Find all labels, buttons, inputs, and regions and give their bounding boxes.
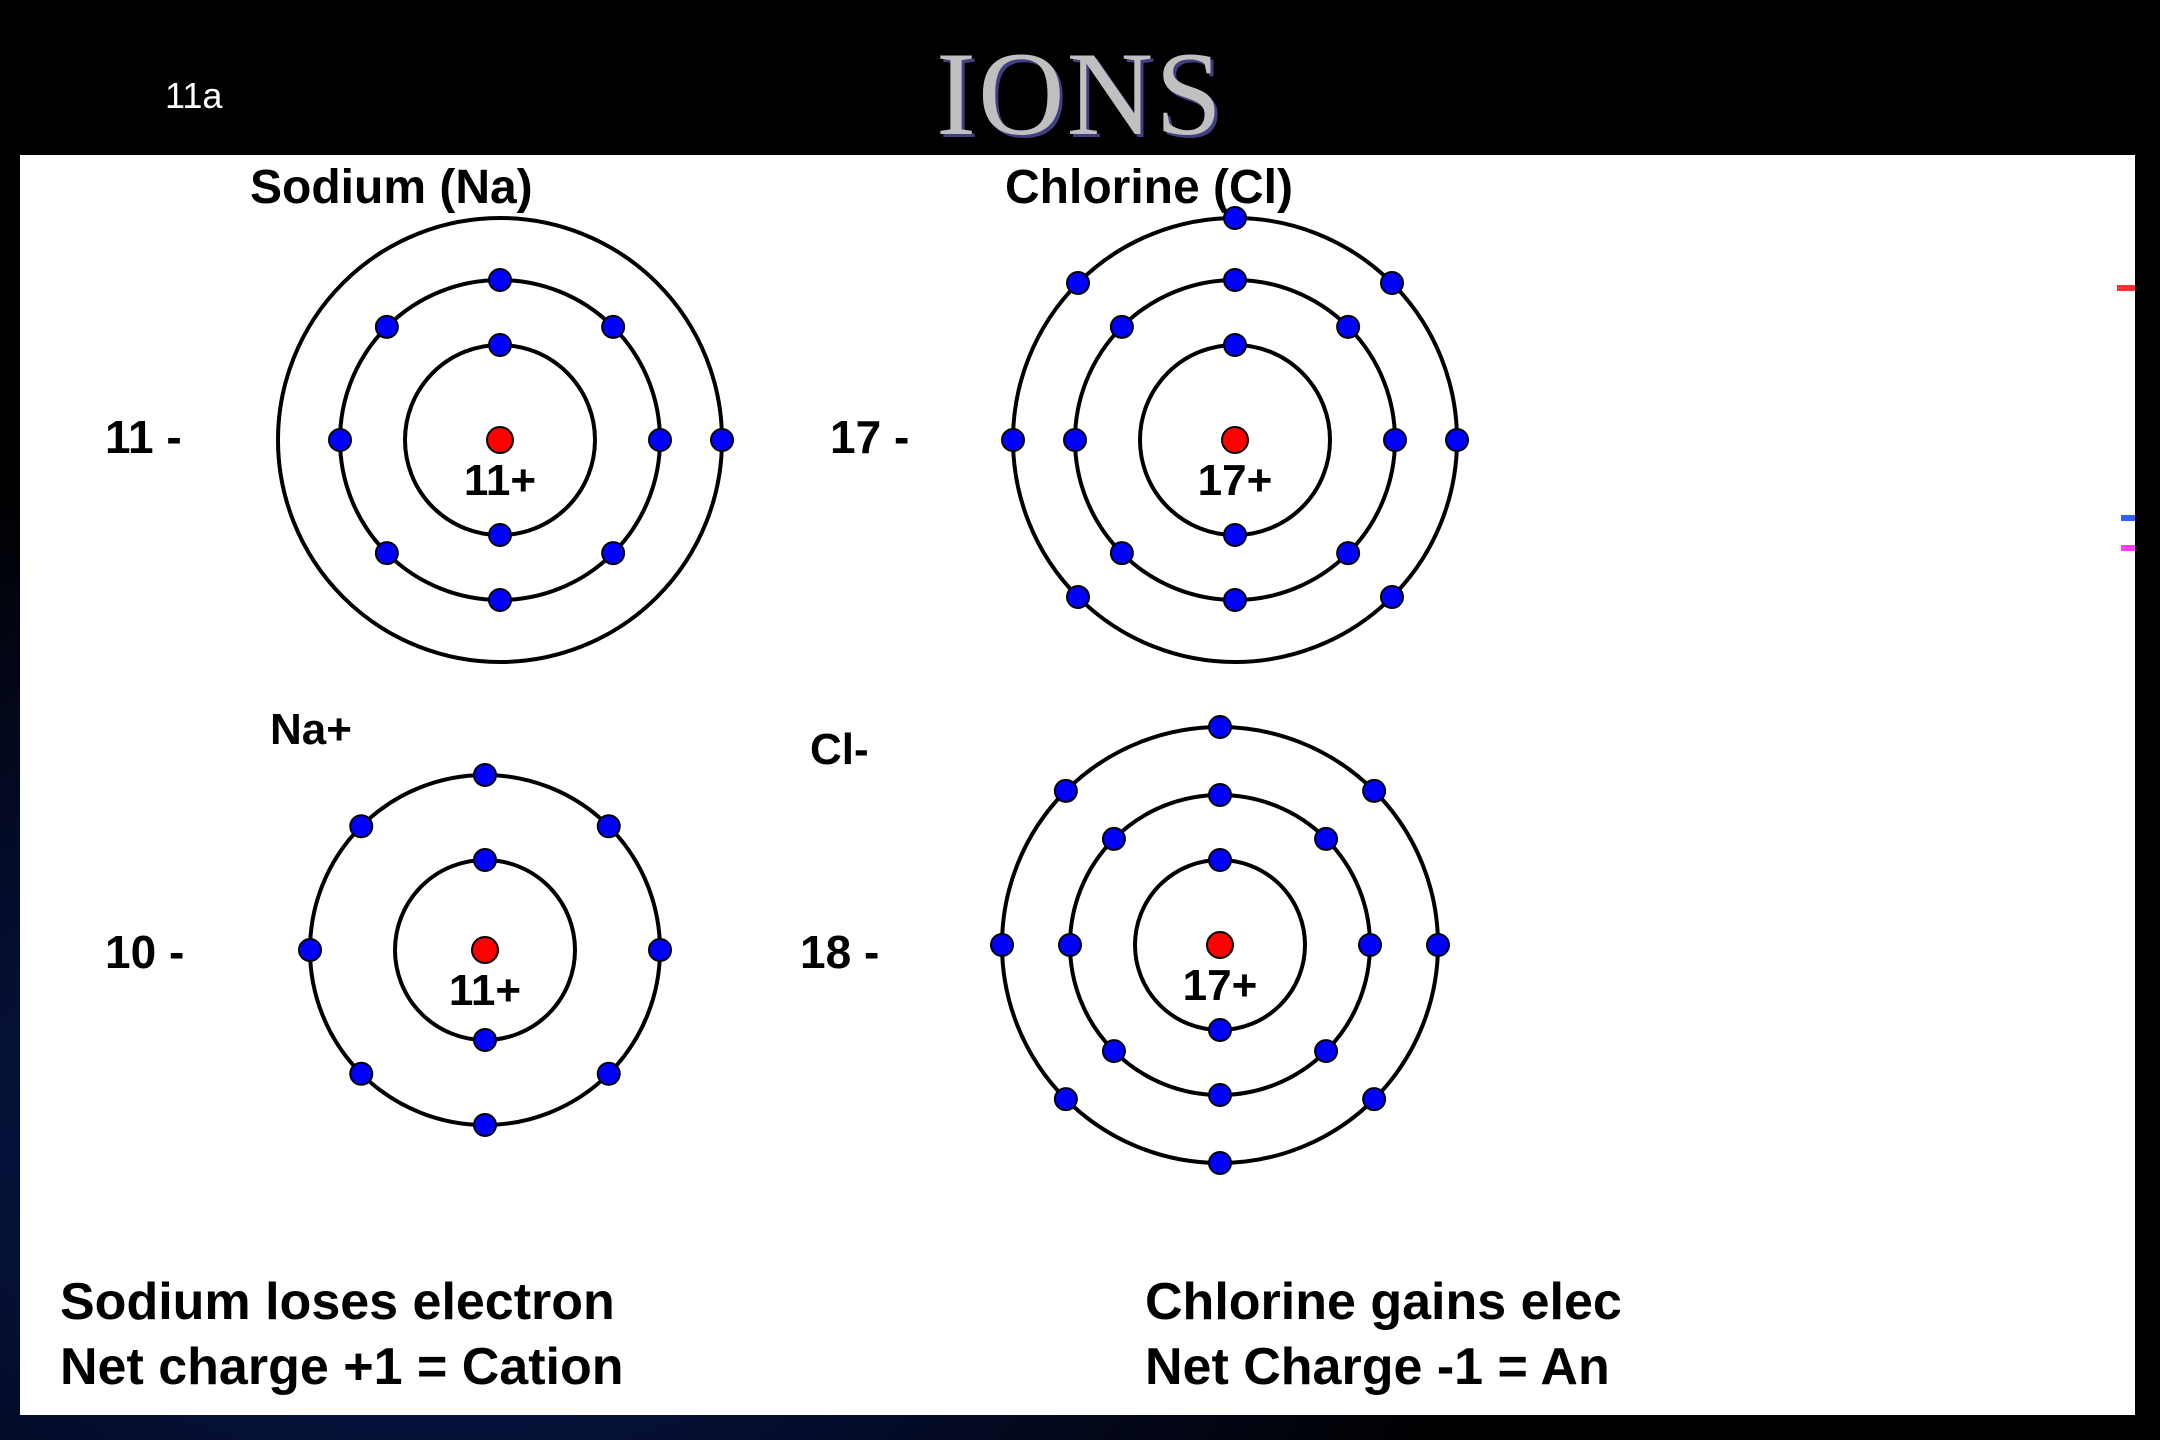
content-area: Sodium (Na) 11 - 11+ Chlorine (Cl) 17 - … xyxy=(20,155,2135,1415)
svg-text:11+: 11+ xyxy=(449,966,521,1015)
chlorine-neutral-electron-count: 17 - xyxy=(830,410,909,464)
slide-title: IONS xyxy=(936,25,1224,163)
chlorine-caption-line2: Net Charge -1 = An xyxy=(1145,1335,1622,1400)
side-mark-blue xyxy=(2121,515,2135,521)
chlorine-neutral-diagram: 17+ xyxy=(983,188,1487,722)
svg-text:11+: 11+ xyxy=(464,456,536,505)
sodium-ion-diagram: 11+ xyxy=(280,745,690,1185)
slide: 11a IONS Sodium (Na) 11 - 11+ Chlorine (… xyxy=(0,0,2160,1440)
chlorine-caption-line1: Chlorine gains elec xyxy=(1145,1270,1622,1335)
sodium-caption-line1: Sodium loses electron xyxy=(60,1270,624,1335)
sodium-ion-electron-count: 10 - xyxy=(105,925,184,979)
side-mark-magenta xyxy=(2121,545,2135,551)
side-mark-red xyxy=(2117,285,2135,291)
slide-number: 11a xyxy=(165,75,222,117)
sodium-neutral-diagram: 11+ xyxy=(248,188,752,722)
svg-text:17+: 17+ xyxy=(1183,961,1258,1010)
chlorine-ion-diagram: 17+ xyxy=(972,697,1468,1223)
svg-text:17+: 17+ xyxy=(1198,456,1273,505)
chlorine-caption: Chlorine gains elec Net Charge -1 = An xyxy=(1145,1270,1622,1400)
sodium-caption-line2: Net charge +1 = Cation xyxy=(60,1335,624,1400)
sodium-caption: Sodium loses electron Net charge +1 = Ca… xyxy=(60,1270,624,1400)
sodium-neutral-electron-count: 11 - xyxy=(105,410,182,464)
chlorine-ion-electron-count: 18 - xyxy=(800,925,879,979)
chlorine-ion-title: Cl- xyxy=(810,725,869,775)
